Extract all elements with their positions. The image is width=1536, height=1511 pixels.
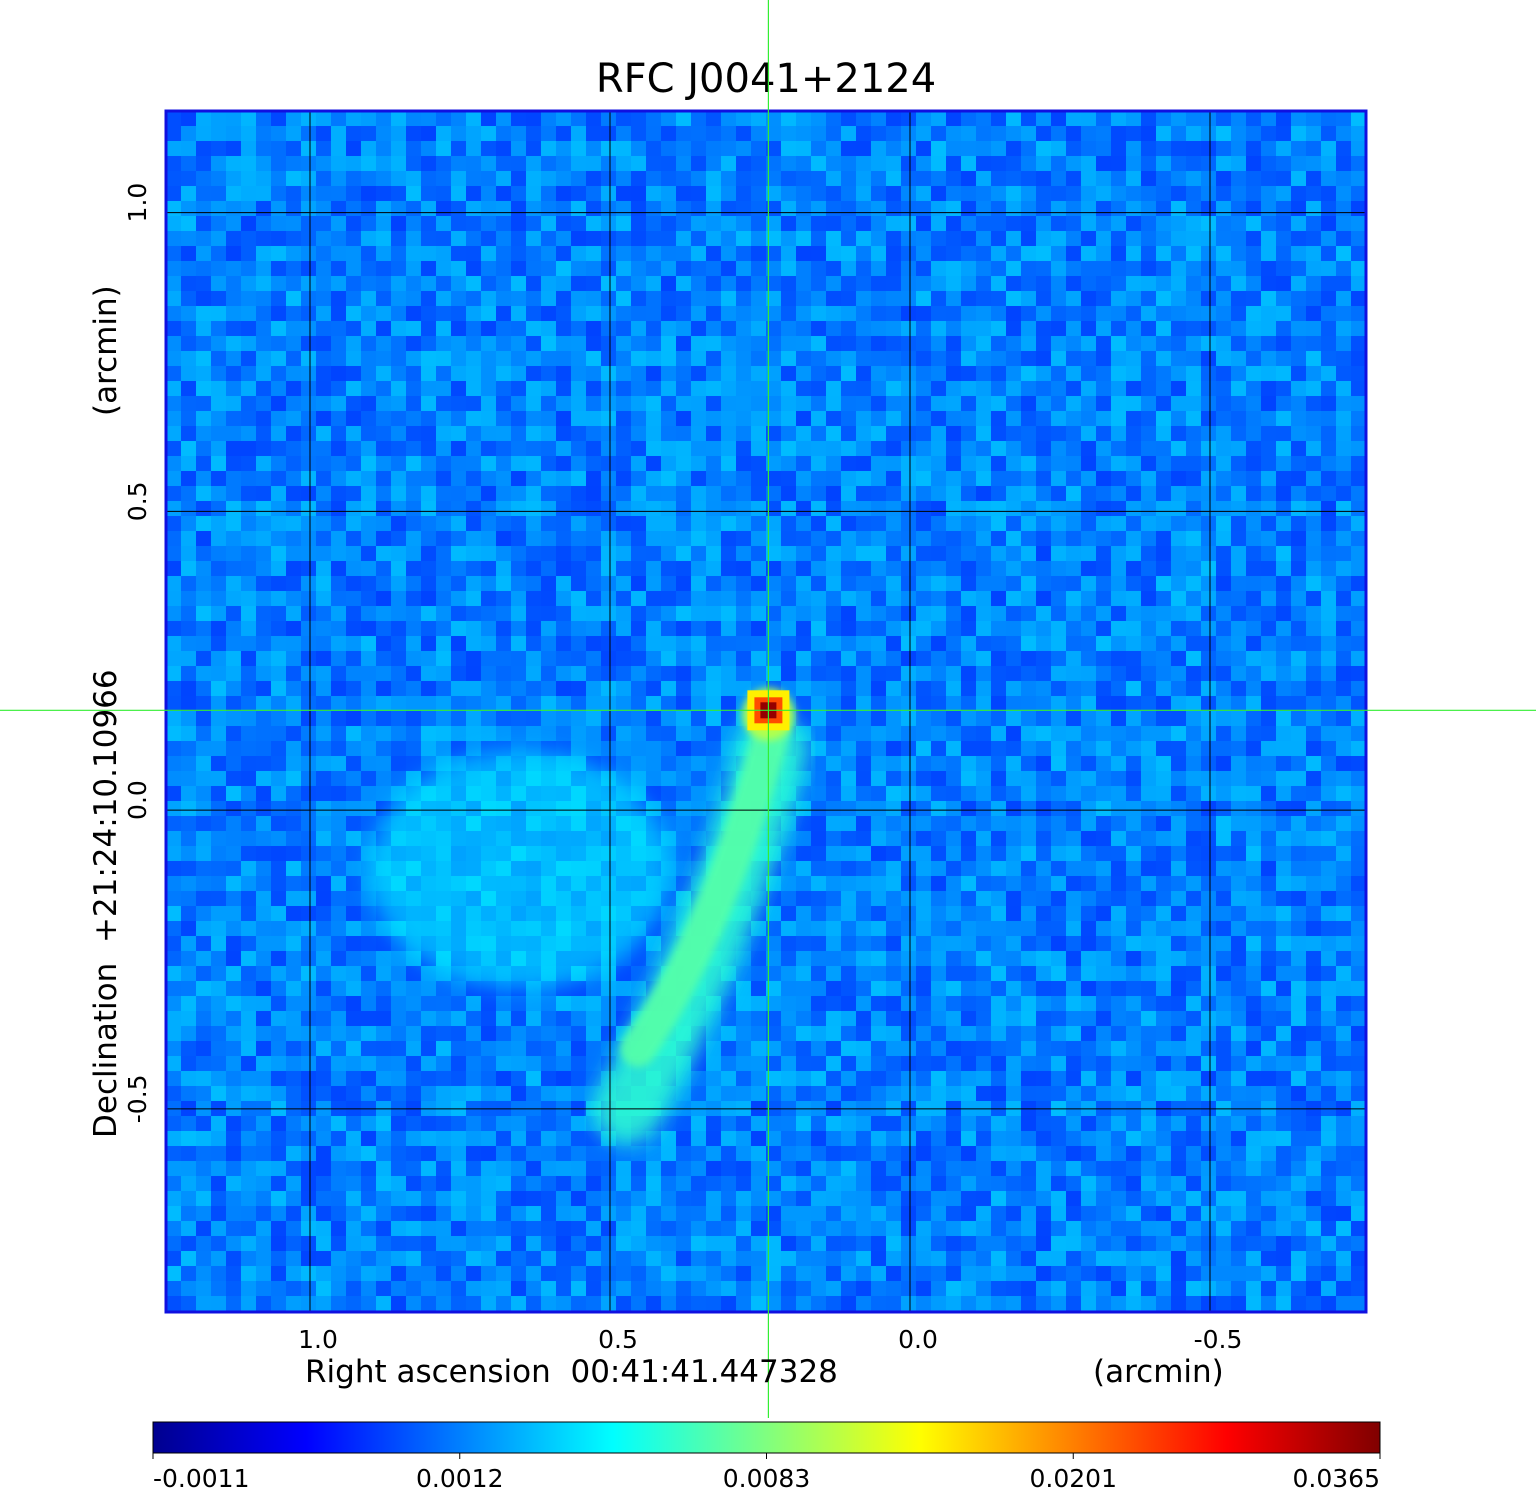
crosshair — [0, 0, 1536, 1418]
jet-ridge-bright — [620, 712, 790, 1067]
x-tick-labels: 1.0 0.5 0.0 -0.5 — [298, 1325, 1242, 1354]
y-tick-labels: 1.0 0.5 0.0 -0.5 — [123, 183, 152, 1124]
diffuse-lobe — [370, 750, 670, 990]
x-axis-unit: (arcmin) — [1093, 1354, 1224, 1390]
colorbar-tick-labels: -0.0011 0.0012 0.0083 0.0201 0.0365 — [152, 1453, 1381, 1493]
grid-lines — [166, 111, 1366, 1312]
x-axis-label: Right ascension 00:41:41.447328 — [305, 1354, 838, 1390]
y-axis-label: Declination +21:24:10.10966 — [88, 669, 124, 1138]
colorbar-tick-label: 0.0083 — [723, 1464, 810, 1493]
y-tick-label: 1.0 — [123, 183, 152, 223]
y-axis-unit: (arcmin) — [88, 285, 124, 416]
x-tick-label: -0.5 — [1194, 1325, 1243, 1354]
colorbar-tick-label: -0.0011 — [153, 1464, 250, 1493]
y-tick-label: 0.5 — [123, 481, 152, 521]
x-tick-label: 0.5 — [598, 1325, 638, 1354]
y-tick-label: -0.5 — [123, 1074, 152, 1123]
y-tick-label: 0.0 — [123, 780, 152, 820]
x-tick-label: 1.0 — [298, 1325, 338, 1354]
colorbar-tick-label: 0.0012 — [416, 1464, 503, 1493]
plot-frame — [164, 109, 1368, 1314]
chart-title: RFC J0041+2124 — [596, 56, 936, 102]
colorbar-tick-label: 0.0365 — [1293, 1464, 1380, 1493]
x-tick-label: 0.0 — [898, 1325, 938, 1354]
colorbar — [152, 1421, 1381, 1454]
image-panel — [166, 111, 1366, 1312]
colorbar-tick-label: 0.0201 — [1030, 1464, 1117, 1493]
